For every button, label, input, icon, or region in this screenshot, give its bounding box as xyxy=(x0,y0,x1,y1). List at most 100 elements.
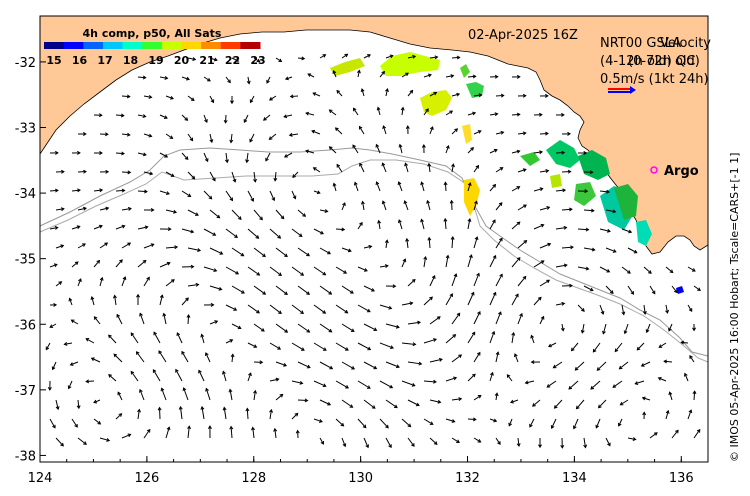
current-vector-head xyxy=(495,351,500,356)
current-vector-head xyxy=(668,327,672,332)
current-vector xyxy=(658,377,667,382)
current-vector-head xyxy=(320,440,324,445)
current-vector-head xyxy=(516,443,521,448)
colorbar-tick-label: 17 xyxy=(97,54,112,67)
current-vector-head xyxy=(516,186,521,190)
current-vector xyxy=(137,190,147,193)
current-vector xyxy=(291,304,304,314)
current-vector-head xyxy=(58,281,63,285)
current-vector-head xyxy=(477,310,481,315)
current-vector-head xyxy=(425,108,429,113)
current-vector-head xyxy=(160,387,165,392)
current-vector xyxy=(353,108,359,116)
current-vector-head xyxy=(689,355,693,359)
current-vector xyxy=(85,338,95,344)
current-vector-head xyxy=(561,150,566,155)
current-vector-head xyxy=(585,227,590,232)
current-vector xyxy=(590,380,601,390)
current-vector-head xyxy=(522,131,527,136)
colorbar-swatch xyxy=(63,42,84,49)
current-vector xyxy=(385,323,400,328)
colorbar-swatch xyxy=(142,42,163,49)
current-vector-head xyxy=(617,422,622,427)
current-vector xyxy=(614,342,623,352)
current-vector-head xyxy=(52,424,56,429)
current-vector xyxy=(473,94,482,97)
current-vector xyxy=(209,133,213,143)
current-vector xyxy=(621,266,631,274)
current-vector-head xyxy=(98,224,103,229)
current-vector-head xyxy=(295,429,300,434)
current-vector xyxy=(93,399,101,403)
current-vector-head xyxy=(113,294,117,299)
current-vector xyxy=(335,418,344,427)
current-vector xyxy=(554,399,563,409)
current-vector-head xyxy=(78,278,82,283)
current-vector-head xyxy=(185,297,189,302)
current-vector xyxy=(55,399,59,410)
current-vector xyxy=(539,132,548,135)
current-vector-head xyxy=(307,73,312,77)
current-vector-head xyxy=(609,290,614,294)
current-vector-head xyxy=(409,89,414,94)
current-vector-head xyxy=(341,227,346,232)
current-vector-head xyxy=(170,95,174,100)
current-vector xyxy=(291,266,304,276)
current-vector xyxy=(495,311,502,325)
current-vector xyxy=(203,76,211,82)
current-vector-head xyxy=(429,421,434,425)
current-vector-head xyxy=(402,258,407,263)
current-vector-head xyxy=(500,93,505,98)
current-vector-head xyxy=(77,150,81,155)
current-vector xyxy=(689,355,695,363)
current-vector xyxy=(489,149,498,154)
current-vector xyxy=(181,228,194,233)
current-vector xyxy=(341,399,353,408)
current-vector-head xyxy=(273,427,278,432)
current-vector-head xyxy=(476,272,480,277)
current-vector-head xyxy=(472,74,477,79)
source-label-age: (0-72h old) xyxy=(628,54,700,69)
current-vector xyxy=(473,273,480,287)
current-vector xyxy=(428,237,431,249)
current-vector-head xyxy=(187,425,191,430)
current-vector-head xyxy=(363,268,368,272)
current-vector-head xyxy=(76,405,81,410)
current-vector-head xyxy=(477,130,482,134)
current-vector xyxy=(181,152,189,160)
current-vector xyxy=(311,130,321,135)
current-vector-head xyxy=(262,253,266,258)
current-vector xyxy=(357,70,360,78)
current-vector xyxy=(198,370,205,382)
current-vector-head xyxy=(592,348,597,353)
current-vector xyxy=(335,342,349,351)
current-vector-head xyxy=(45,346,50,351)
current-vector-head xyxy=(458,354,463,358)
current-vector xyxy=(137,76,146,79)
current-vector xyxy=(230,133,233,143)
current-vector-head xyxy=(328,291,333,295)
current-vector xyxy=(553,361,563,369)
current-vector xyxy=(599,228,611,232)
current-vector-head xyxy=(256,58,261,63)
current-vector xyxy=(284,114,293,118)
current-vector-head xyxy=(256,309,260,314)
current-vector-head xyxy=(144,189,148,194)
current-vector xyxy=(361,88,365,97)
current-vector xyxy=(641,361,651,367)
current-vector-head xyxy=(268,97,273,101)
current-vector-head xyxy=(55,406,60,411)
current-vector-head xyxy=(475,164,480,169)
current-vector-head xyxy=(456,439,460,443)
current-vector xyxy=(159,76,168,79)
current-vector xyxy=(181,114,188,121)
current-vector xyxy=(335,127,343,135)
current-vector-head xyxy=(207,77,211,82)
current-vector-head xyxy=(567,169,572,174)
current-vector xyxy=(406,238,409,249)
current-vector-head xyxy=(384,264,389,268)
current-vector-head xyxy=(268,136,273,140)
current-vector-head xyxy=(332,70,337,74)
current-vector xyxy=(620,399,629,406)
current-vector xyxy=(489,418,497,422)
